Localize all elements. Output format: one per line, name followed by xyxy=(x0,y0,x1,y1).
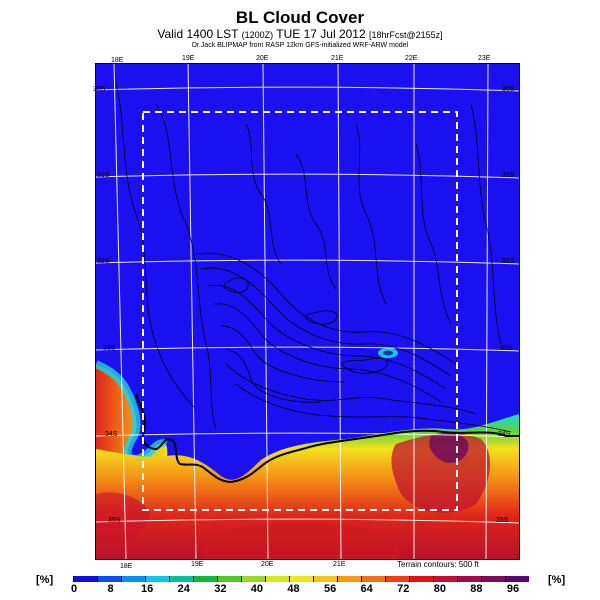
color-scale-tick-label: 56 xyxy=(323,583,337,595)
lat-label-right-35: 35S xyxy=(496,517,509,524)
model-credit: Dr.Jack BLIPMAP from RASP 12km GFS-initi… xyxy=(191,42,409,49)
legend-unit-right: [%] xyxy=(548,574,566,586)
lat-label-left-33: 33S xyxy=(103,345,116,352)
valid-time-subtitle: Valid 1400 LST (1200Z) TUE 17 Jul 2012 [… xyxy=(0,27,600,41)
utc-time: (1200Z) xyxy=(241,30,274,40)
color-scale-cell xyxy=(241,576,265,582)
color-scale-tick-label: 88 xyxy=(470,583,483,595)
lat-label-right-33: 33S xyxy=(500,345,513,352)
lat-label-right-34: 34S xyxy=(498,431,511,438)
color-scale-tick-label: 32 xyxy=(214,583,227,595)
color-scale-tick-label: 24 xyxy=(177,583,190,595)
coastline xyxy=(135,393,519,484)
color-scale-cell xyxy=(217,576,241,582)
lon-label-top-23: 23E xyxy=(478,55,491,62)
color-scale-tick-label: 40 xyxy=(250,583,264,595)
lon-label-bottom-21: 21E xyxy=(333,561,346,568)
color-scale-cell xyxy=(385,576,409,582)
color-scale-cell xyxy=(481,576,505,582)
lon-label-top-22: 22E xyxy=(405,55,418,62)
color-scale-tick-label: 96 xyxy=(506,583,520,595)
color-scale-cell xyxy=(121,576,145,582)
forecast-date: TUE 17 Jul 2012 xyxy=(276,27,366,41)
color-scale-cell xyxy=(193,576,217,582)
lat-label-left-35: 35S xyxy=(108,517,121,524)
lat-label-left-31: 31S xyxy=(97,172,110,179)
lon-label-bottom-18: 18E xyxy=(120,563,133,570)
color-scale-tick-label: 0 xyxy=(70,583,78,595)
valid-time: Valid 1400 LST xyxy=(157,27,239,41)
west-coast-cloud-edge xyxy=(96,360,168,464)
analysis-domain-box xyxy=(142,111,458,511)
lat-label-left-30: 30S xyxy=(93,86,106,93)
lat-label-right-32: 32S xyxy=(502,258,515,265)
color-scale-bar xyxy=(73,576,529,582)
color-scale-cell xyxy=(97,576,121,582)
lat-label-right-31: 31S xyxy=(502,172,515,179)
lon-label-bottom-19: 19E xyxy=(191,561,204,568)
lon-label-bottom-20: 20E xyxy=(261,561,274,568)
lat-label-left-32: 32S xyxy=(97,258,110,265)
cloud-core-west xyxy=(96,492,151,543)
color-scale-tick-label: 8 xyxy=(107,583,114,595)
color-scale-tick-label: 48 xyxy=(287,583,300,595)
cloud-core-purple xyxy=(429,432,469,463)
color-scale-cell xyxy=(337,576,361,582)
color-scale-tick-label: 72 xyxy=(397,583,410,595)
color-scale-cell xyxy=(409,576,433,582)
legend-unit-left: [%] xyxy=(36,574,54,586)
forecast-hour: [18hrFcst@2155z] xyxy=(369,30,443,40)
color-scale-cell xyxy=(169,576,193,582)
color-scale-tick-label: 64 xyxy=(360,583,373,595)
lat-lon-grid xyxy=(96,64,519,559)
cloud-cover-map xyxy=(95,63,520,560)
terrain-contours xyxy=(115,83,512,433)
lon-label-top-18: 18E xyxy=(111,57,124,64)
color-scale-cell xyxy=(265,576,289,582)
color-scale-cell xyxy=(433,576,457,582)
lon-label-top-21: 21E xyxy=(331,55,344,62)
terrain-contour-note: Terrain contours: 500 ft xyxy=(397,560,479,569)
lon-label-top-19: 19E xyxy=(182,55,195,62)
lat-label-right-30: 30S xyxy=(502,86,515,93)
color-scale-cell xyxy=(289,576,313,582)
lat-label-left-34: 34S xyxy=(105,431,118,438)
cloud-core-south xyxy=(200,522,400,559)
color-scale-cell xyxy=(73,576,97,582)
color-scale-cell xyxy=(313,576,337,582)
lon-label-top-20: 20E xyxy=(256,55,269,62)
map-canvas xyxy=(96,64,519,559)
color-scale-cell xyxy=(145,576,169,582)
color-scale-cell xyxy=(361,576,385,582)
color-scale-cell xyxy=(457,576,481,582)
chart-title: BL Cloud Cover xyxy=(235,8,365,27)
color-scale-tick-label: 16 xyxy=(141,583,154,595)
color-scale-tick-label: 80 xyxy=(433,583,446,595)
color-scale-cell xyxy=(505,576,529,582)
